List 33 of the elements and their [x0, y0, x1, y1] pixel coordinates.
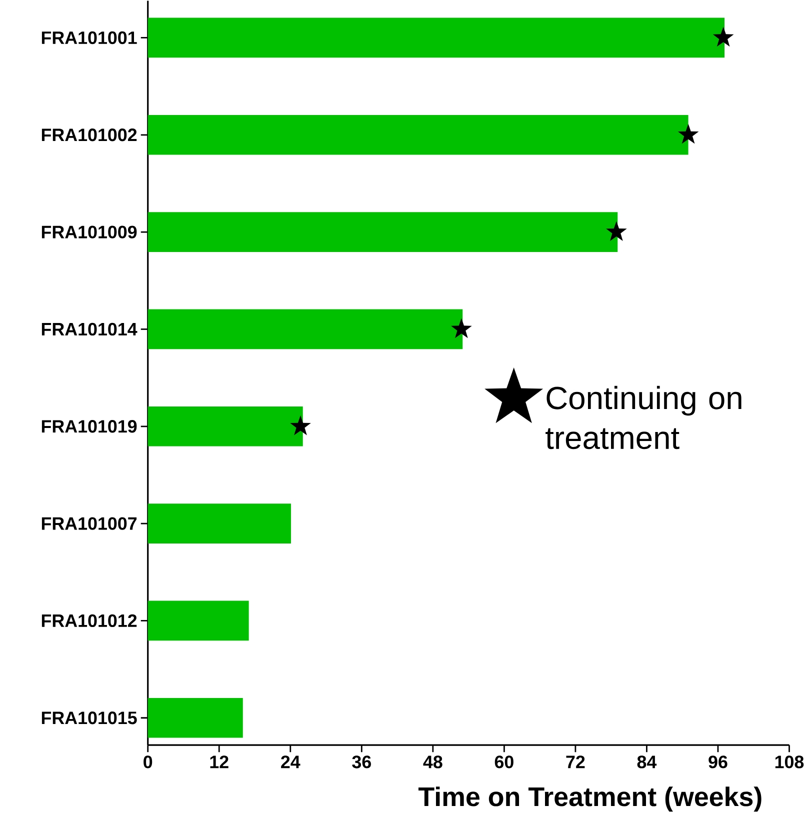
x-tick-label: 24: [281, 756, 300, 768]
bar: [148, 212, 618, 252]
y-tick-label: FRA101009: [42, 226, 137, 238]
x-tick-label: 48: [423, 756, 443, 768]
y-tick-label: FRA101002: [42, 128, 137, 142]
x-tick-label: 84: [638, 756, 657, 768]
bar: [148, 504, 292, 544]
bar: [148, 309, 463, 350]
y-tick-label: FRA101019: [42, 420, 137, 433]
y-tick-label: FRA101007: [42, 517, 137, 530]
x-tick-label: 108: [776, 756, 804, 768]
point: [606, 221, 628, 241]
bar: [148, 406, 304, 446]
x-axis-title: Time on Treatment (weeks): [418, 786, 762, 812]
x-tick-label: 0: [144, 756, 152, 768]
x-tick-label: 96: [708, 756, 728, 768]
x-tick-label: 36: [352, 756, 372, 768]
x-tick-label: 60: [495, 756, 514, 768]
bar: [148, 600, 250, 641]
bar: [148, 18, 725, 58]
bar: [148, 698, 244, 738]
x-tick-label: 12: [210, 756, 229, 768]
point: [290, 415, 312, 436]
x-tick-label: 72: [566, 756, 585, 768]
y-tick-label: FRA101015: [42, 712, 138, 724]
bar: [148, 114, 689, 155]
point: [451, 318, 472, 338]
y-tick-label: FRA101001: [42, 31, 138, 44]
y-tick-label: FRA101014: [42, 322, 138, 336]
legend-label: Continuing on treatment: [546, 386, 742, 450]
y-tick-label: FRA101012: [42, 614, 137, 628]
point: [713, 26, 734, 47]
point: [678, 124, 699, 144]
